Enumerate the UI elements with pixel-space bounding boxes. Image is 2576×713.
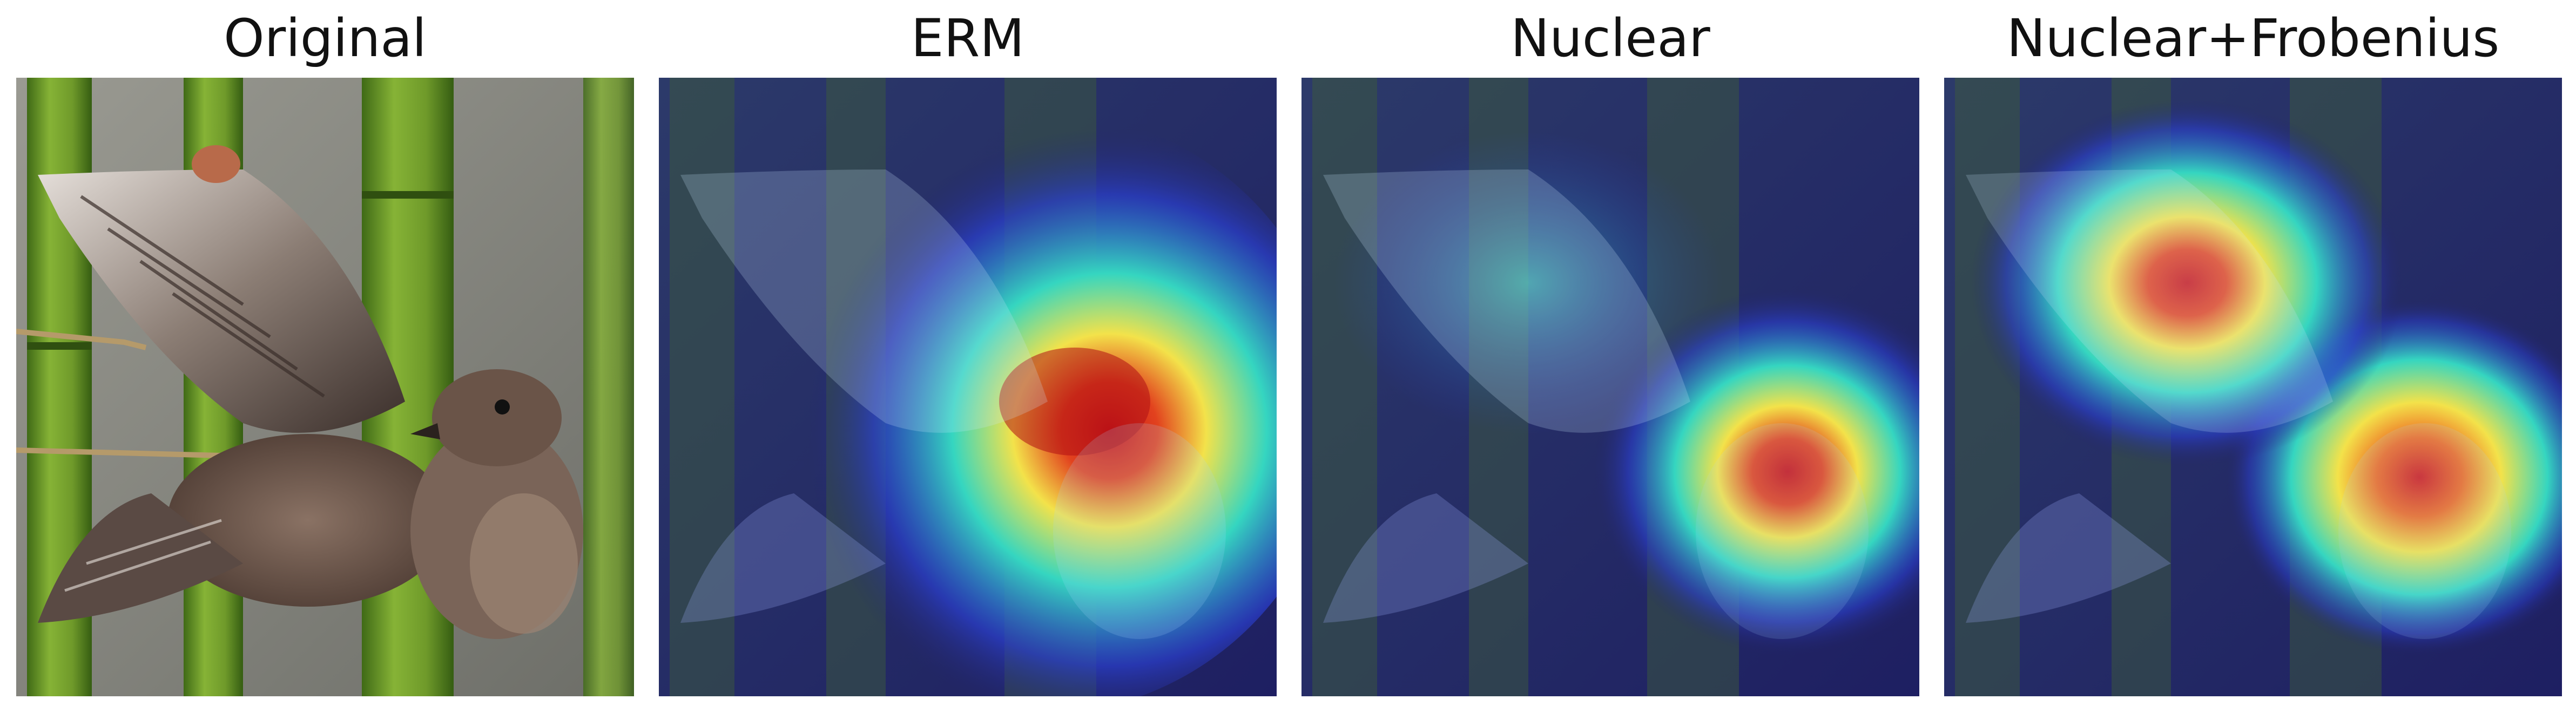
panel-title: Nuclear+Frobenius (2006, 8, 2500, 69)
panel-nuclear: Nuclear (1302, 0, 1919, 713)
panel-erm: ERM (659, 0, 1277, 713)
nuclear-heatmap-graphic (1302, 78, 1919, 696)
bird-photo-graphic (16, 78, 634, 696)
nuclear-heatmap (1302, 78, 1919, 696)
nuclear-frobenius-heatmap (1944, 78, 2562, 696)
panel-nuclear-frobenius: Nuclear+Frobenius (1944, 0, 2562, 713)
original-photo (16, 78, 634, 696)
nuclear-frobenius-heatmap-graphic (1944, 78, 2562, 696)
panel-title: Original (224, 8, 427, 69)
panel-original: Original (16, 0, 634, 713)
erm-heatmap (659, 78, 1277, 696)
erm-heatmap-graphic (659, 78, 1277, 696)
panel-title: ERM (911, 8, 1025, 69)
panel-title: Nuclear (1510, 8, 1710, 69)
